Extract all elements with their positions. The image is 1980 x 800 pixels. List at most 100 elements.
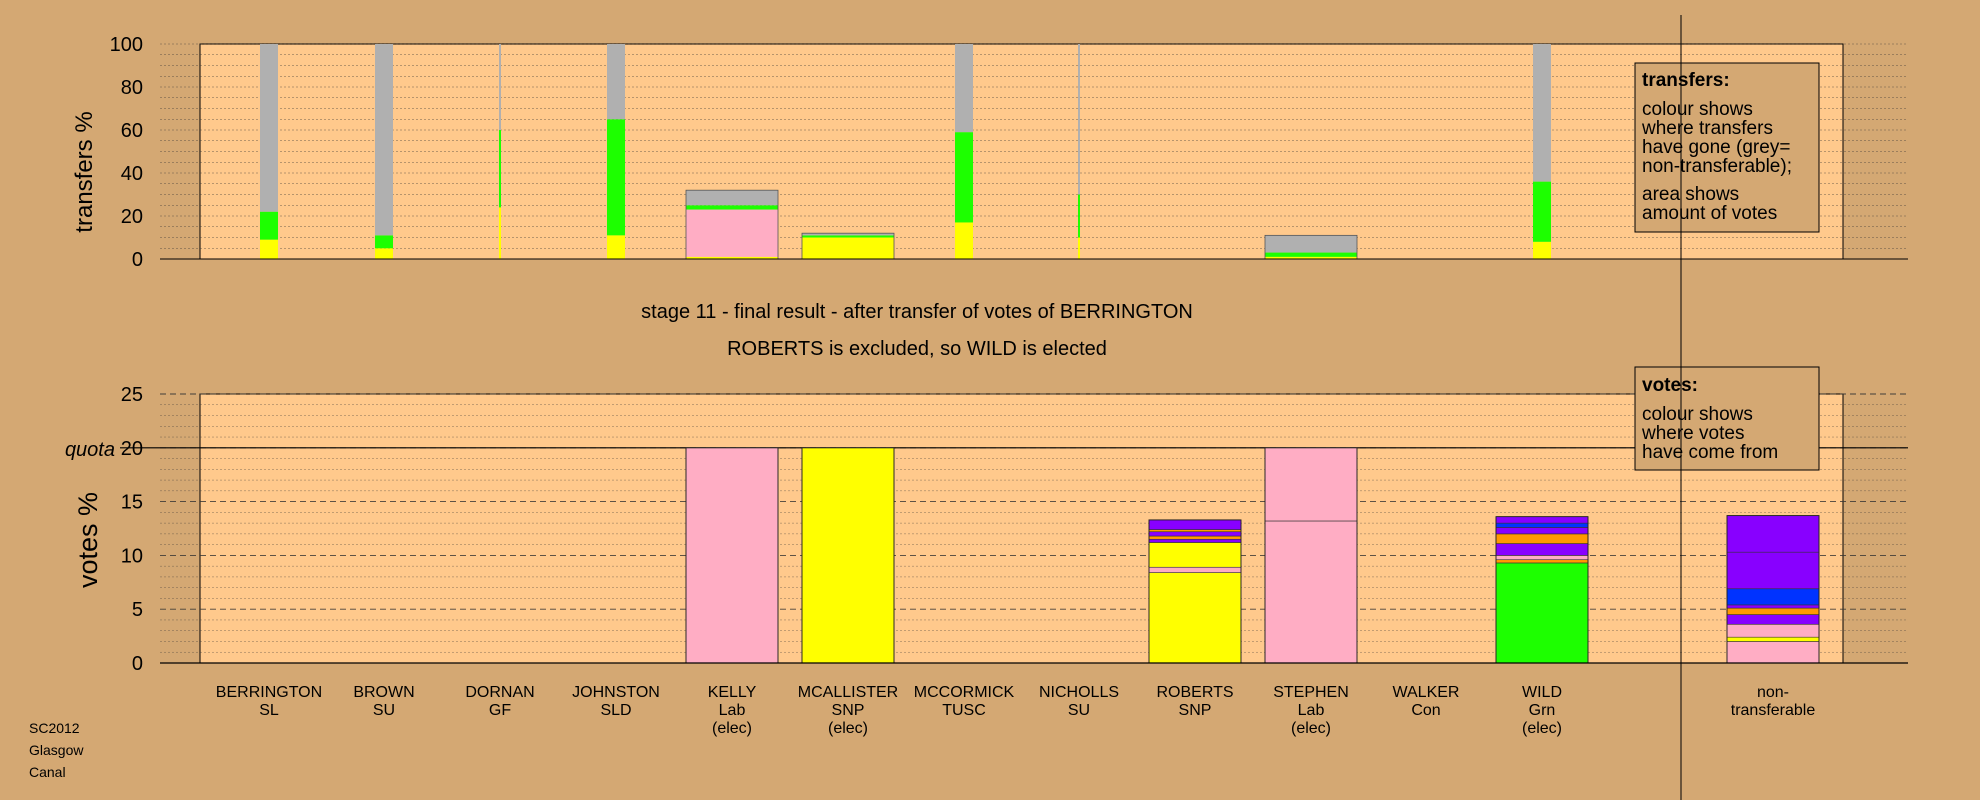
candidate-label: non- <box>1757 684 1789 701</box>
candidate-label: Con <box>1411 702 1440 719</box>
transfers-axis-label: transfers % <box>71 111 98 232</box>
transfers-bar-segment <box>375 44 393 236</box>
transfers-legend-line: amount of votes <box>1642 203 1777 224</box>
stage-subtitle: ROBERTS is excluded, so WILD is elected <box>727 338 1107 360</box>
transfers-bar-segment <box>1078 194 1080 238</box>
transfers-bar-segment <box>686 190 778 206</box>
candidate-label: JOHNSTON <box>572 684 660 701</box>
votes-bar-segment <box>1264 520 1358 664</box>
votes-y-tick-label: 25 <box>121 384 143 406</box>
candidate-label: transferable <box>1731 702 1816 719</box>
candidate-label: KELLY <box>708 684 757 701</box>
stage-title: stage 11 - final result - after transfer… <box>641 301 1193 323</box>
votes-bar-segment <box>801 447 895 664</box>
transfers-bar-segment <box>260 211 278 240</box>
transfers-bar-segment <box>607 119 625 236</box>
candidate-label: BERRINGTON <box>216 684 322 701</box>
corner-label-line-3: Canal <box>29 764 66 780</box>
transfers-bar-segment <box>607 235 625 259</box>
transfers-bar-segment <box>1533 44 1551 182</box>
candidate-label: SL <box>259 702 279 719</box>
votes-legend: votes: colour shows where votes have com… <box>1634 366 1820 471</box>
votes-bar-segment <box>1726 614 1820 625</box>
votes-bar-segment <box>1726 641 1820 664</box>
votes-y-tick-label: 0 <box>132 653 143 675</box>
candidate-label: (elec) <box>1291 720 1331 737</box>
votes-bar-segment <box>1264 447 1358 522</box>
transfers-legend: transfers: colour shows where transfers … <box>1634 62 1820 233</box>
candidate-label: MCCORMICK <box>914 684 1015 701</box>
votes-bar-segment <box>1148 572 1242 664</box>
transfers-bar-segment <box>686 205 778 210</box>
transfers-bar-segment <box>955 222 973 259</box>
votes-bar-segment <box>1495 555 1589 561</box>
transfers-bar-segment <box>375 248 393 259</box>
transfers-bar-segment <box>1265 252 1357 257</box>
votes-bar-segment <box>1495 516 1589 524</box>
votes-bar-segment <box>1148 531 1242 537</box>
candidate-label: SLD <box>600 702 631 719</box>
candidate-label: MCALLISTER <box>798 684 898 701</box>
candidate-label: DORNAN <box>465 684 534 701</box>
corner-label-line-2: Glasgow <box>29 742 84 758</box>
transfers-bar-segment <box>1265 235 1357 253</box>
transfers-bar-segment <box>260 44 278 212</box>
candidate-label: Lab <box>719 702 746 719</box>
votes-bar-segment <box>1495 527 1589 535</box>
candidate-label: (elec) <box>1522 720 1562 737</box>
votes-legend-line: have come from <box>1642 442 1778 463</box>
transfers-bar-segment <box>499 207 501 259</box>
transfers-bar-segment <box>1078 44 1080 195</box>
transfers-bar-segment <box>802 233 894 236</box>
transfers-legend-line: colour shows <box>1642 99 1753 120</box>
candidate-label: STEPHEN <box>1273 684 1349 701</box>
votes-bar-segment <box>1726 604 1820 609</box>
votes-y-tick-label: 20 <box>121 438 143 460</box>
votes-bar-segment <box>1148 542 1242 568</box>
transfers-bar-segment <box>955 132 973 223</box>
candidate-label: Lab <box>1298 702 1325 719</box>
transfers-bar-segment <box>499 130 501 208</box>
transfers-legend-box <box>1634 62 1820 233</box>
transfers-y-tick-label: 0 <box>132 249 143 271</box>
votes-bar-segment <box>1726 607 1820 615</box>
votes-bar-segment <box>1726 515 1820 553</box>
votes-bar-segment <box>1495 533 1589 544</box>
votes-bar-segment <box>1726 588 1820 606</box>
votes-legend-box <box>1634 366 1820 471</box>
candidate-label: TUSC <box>942 702 986 719</box>
votes-bar-segment <box>1495 522 1589 528</box>
transfers-bar-segment <box>686 209 778 257</box>
transfers-legend-line: non-transferable); <box>1642 156 1792 177</box>
candidate-label: SU <box>373 702 395 719</box>
votes-bar-segment <box>1148 566 1242 573</box>
transfers-bar-segment <box>375 235 393 249</box>
transfers-bar-segment <box>607 44 625 120</box>
candidate-label: SNP <box>832 702 865 719</box>
votes-bar-segment <box>1495 559 1589 564</box>
candidate-label: SU <box>1068 702 1090 719</box>
transfers-bar-segment <box>1078 237 1080 259</box>
transfers-bar-segment <box>802 235 894 238</box>
votes-bar-segment <box>1148 535 1242 540</box>
votes-bar-segment <box>1726 636 1820 642</box>
transfers-legend-line: where transfers <box>1641 118 1773 139</box>
corner-label-line-1: SC2012 <box>29 720 80 736</box>
transfers-legend-title: transfers: <box>1642 70 1730 91</box>
votes-legend-title: votes: <box>1642 375 1698 396</box>
candidate-label: GF <box>489 702 511 719</box>
transfers-bar-segment <box>802 237 894 259</box>
quota-label: quota <box>65 439 115 461</box>
candidate-label: WILD <box>1522 684 1562 701</box>
transfers-legend-line: have gone (grey= <box>1642 137 1790 158</box>
transfers-bar-segment <box>1533 241 1551 259</box>
votes-bar-segment <box>1495 543 1589 556</box>
votes-y-tick-label: 15 <box>121 492 143 514</box>
transfers-y-tick-label: 80 <box>121 77 143 99</box>
candidate-label: Grn <box>1529 702 1556 719</box>
votes-legend-line: where votes <box>1641 423 1744 444</box>
candidate-label: BROWN <box>353 684 414 701</box>
votes-y-tick-label: 10 <box>121 545 143 567</box>
votes-bar-segment <box>1148 519 1242 530</box>
